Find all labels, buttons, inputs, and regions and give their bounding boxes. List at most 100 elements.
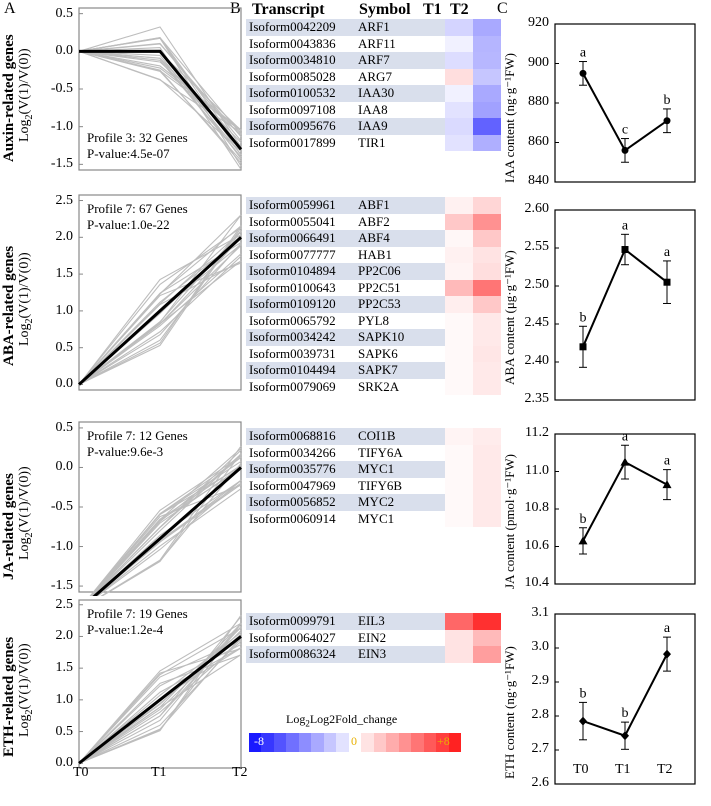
legend-swatch <box>361 733 374 752</box>
heatmap-cell-t1 <box>445 345 473 362</box>
heatmap-cell-t1 <box>445 85 473 102</box>
chart-ytick-label: 2.45 <box>524 315 550 330</box>
heatmap-cell-t1 <box>445 362 473 379</box>
heatmap-cell-t2 <box>473 345 501 362</box>
profile-gene-line <box>90 447 242 596</box>
legend-swatch <box>373 733 387 752</box>
chart-ytick-label: 860 <box>528 133 549 149</box>
profile-gene-line <box>78 225 242 385</box>
transcript-cell: Isoform0017899 <box>249 134 336 150</box>
table-row: Isoform0034242 SAPK10 <box>246 329 501 346</box>
symbol-cell: SAPK10 <box>355 329 445 346</box>
symbol-cell: EIL3 <box>355 613 445 630</box>
chart-frame <box>554 209 696 401</box>
table-row: Isoform0100532 IAA30 <box>246 85 501 102</box>
heatmap-cell-t1 <box>445 378 473 395</box>
heatmap-cell-t1 <box>445 629 473 646</box>
heatmap-cell-t1 <box>445 52 473 69</box>
chart-ytick-label: 840 <box>528 173 549 188</box>
chart-data-point <box>663 117 671 125</box>
profile-ytick: -1.0 <box>50 538 73 554</box>
table-row: Isoform0017899 TIR1 <box>246 134 501 151</box>
chart-ytick-label: 10.8 <box>524 500 550 515</box>
heatmap-cell-t2 <box>473 329 501 346</box>
chart-significance-letter: b <box>622 706 629 721</box>
profile-ytick: 0.0 <box>55 459 74 475</box>
symbol-cell: SAPK6 <box>358 345 398 361</box>
symbol-cell: HAB1 <box>358 246 392 262</box>
profile-gene-line <box>78 50 242 164</box>
heatmap-cell-t1 <box>445 329 473 346</box>
chart-ytick-label: 10.6 <box>524 537 550 553</box>
profile-ytick: 2.5 <box>55 192 74 208</box>
profile-gene-line <box>78 260 242 385</box>
transcript-cell: Isoform0097108 <box>249 101 336 117</box>
transcript-cell: Isoform0034810 <box>246 52 355 69</box>
transcript-cell: Isoform0047969 <box>249 477 336 493</box>
profile-gene-line <box>78 227 242 385</box>
table-row: Isoform0109120 PP2C53 <box>246 296 501 313</box>
transcript-cell: Isoform0042209 <box>246 19 355 36</box>
profile-gene-line <box>89 457 242 596</box>
profile-gene-line <box>78 43 242 137</box>
heatmap-cell-t1 <box>445 510 473 527</box>
symbol-cell: ABF2 <box>358 213 390 229</box>
chart-data-point <box>621 146 629 154</box>
symbol-cell: IAA8 <box>358 101 388 117</box>
chart-data-point <box>579 69 587 77</box>
profile-gene-line <box>78 26 242 148</box>
chart-data-point <box>621 731 629 741</box>
legend-swatch <box>336 733 349 752</box>
chart-ylabel-3: ETH content (ng·g⁻¹FW) <box>502 646 517 779</box>
legend-swatch <box>448 733 461 752</box>
symbol-cell: IAA9 <box>355 118 445 135</box>
profile-ytick: 1.0 <box>55 691 74 707</box>
profile-ytick: -0.5 <box>50 499 73 514</box>
profile-ytick: 0.5 <box>55 419 74 435</box>
chart-significance-letter: a <box>664 245 671 260</box>
chart-data-point <box>662 480 672 489</box>
profile-ytick: 0.0 <box>55 755 74 771</box>
symbol-cell: ARG7 <box>358 68 392 84</box>
profile-stats-2: Profile 7: 12 Genes P-value:9.6e-3 <box>87 428 188 460</box>
profile-gene-line <box>89 455 242 596</box>
chart-ylabel-2: JA content (pmol·g⁻¹FW) <box>502 454 517 589</box>
heatmap-cell-t2 <box>473 510 501 527</box>
profile-ytick: 2.0 <box>55 628 74 644</box>
table-row: Isoform0085028 ARG7 <box>246 68 501 85</box>
symbol-cell: ARF1 <box>355 19 445 36</box>
symbol-cell: TIFY6A <box>358 444 403 460</box>
legend-swatch <box>323 733 337 752</box>
heatmap-cell-t1 <box>445 197 473 214</box>
profile-ytick: 0.0 <box>55 376 74 392</box>
profile-gene-line <box>78 647 242 764</box>
chart-ytick-label: 900 <box>528 54 549 70</box>
chart-ytick-label: 2.50 <box>524 277 550 292</box>
row-title-0: Auxin-related genes <box>1 34 17 162</box>
profile-ytick: 2.5 <box>55 596 74 612</box>
table-row: Isoform0059961 ABF1 <box>246 197 501 214</box>
table-row: Isoform0043836 ARF11 <box>246 35 501 52</box>
profile-stats-0: Profile 3: 32 Genes P-value:4.5e-07 <box>87 130 188 162</box>
profile-gene-line <box>78 639 242 764</box>
heatmap-cell-t2 <box>473 494 501 511</box>
profile-ylabel-1: Log2(V(1)/V(0)) <box>17 251 35 346</box>
profile-plot-2 <box>78 421 242 596</box>
panel-letter-a: A <box>4 0 16 17</box>
table-row: Isoform0039731 SAPK6 <box>246 345 501 362</box>
hormone-chart-1: b a a <box>554 209 696 401</box>
transcript-cell: Isoform0034242 <box>246 329 355 346</box>
symbol-cell: MYC2 <box>355 494 445 511</box>
profile-gene-line <box>78 227 242 385</box>
profile-ytick: 0.5 <box>55 339 74 355</box>
legend-mid: 0 <box>351 734 357 748</box>
profile-xtick-label: T2 <box>232 765 248 780</box>
profile-gene-line <box>78 238 242 385</box>
table-row: Isoform0095676 IAA9 <box>246 118 501 135</box>
chart-significance-letter: b <box>664 93 671 108</box>
heatmap-cell-t2 <box>473 246 501 263</box>
heatmap-cell-t2 <box>473 444 501 461</box>
heatmap-cell-t2 <box>473 296 501 313</box>
heatmap-cell-t2 <box>473 230 501 247</box>
heatmap-cell-t1 <box>445 35 473 52</box>
